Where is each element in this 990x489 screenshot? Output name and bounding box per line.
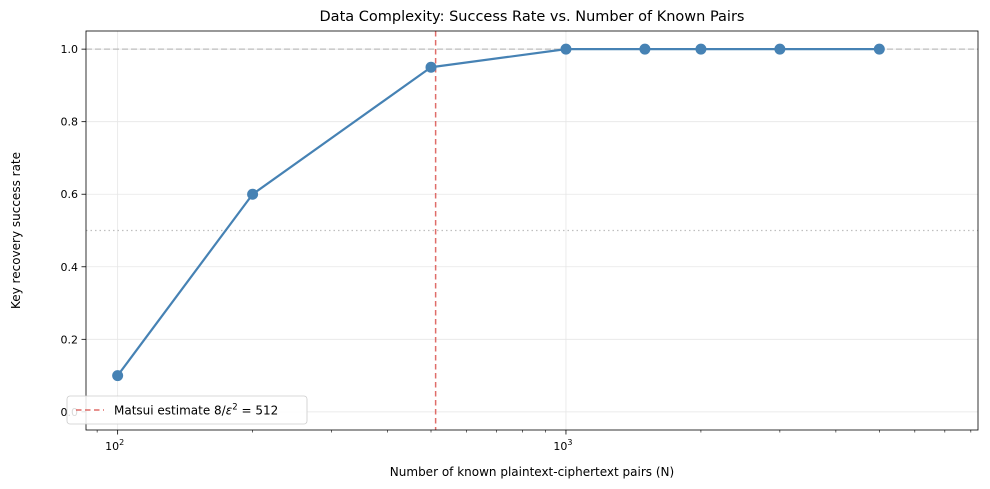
legend-label-matsui: Matsui estimate 8/ε2 = 512	[114, 403, 278, 418]
data-point	[112, 370, 124, 382]
data-point	[425, 61, 437, 73]
y-tick-label: 0.6	[61, 188, 79, 201]
y-tick-label: 1.0	[61, 43, 79, 56]
plot-frame	[85, 30, 979, 431]
y-tick-label: 0.4	[61, 261, 79, 274]
success-rate-line	[116, 48, 880, 377]
data-series	[112, 43, 885, 382]
data-point	[774, 43, 786, 55]
data-point	[247, 188, 259, 200]
legend: Matsui estimate 8/ε2 = 512	[66, 395, 308, 425]
y-axis-label: Key recovery success rate	[9, 152, 23, 309]
y-tick-label: 0.2	[61, 333, 79, 346]
x-tick-label: 103	[553, 438, 572, 453]
x-tick-label: 102	[105, 438, 124, 453]
data-point	[639, 43, 651, 55]
reference-lines	[86, 31, 978, 430]
data-point	[873, 43, 885, 55]
data-point	[560, 43, 572, 55]
data-point	[695, 43, 707, 55]
x-axis-label: Number of known plaintext-ciphertext pai…	[390, 465, 674, 479]
chart-title: Data Complexity: Success Rate vs. Number…	[320, 9, 745, 25]
y-tick-label: 0.8	[61, 116, 79, 129]
legend-box	[66, 395, 308, 425]
